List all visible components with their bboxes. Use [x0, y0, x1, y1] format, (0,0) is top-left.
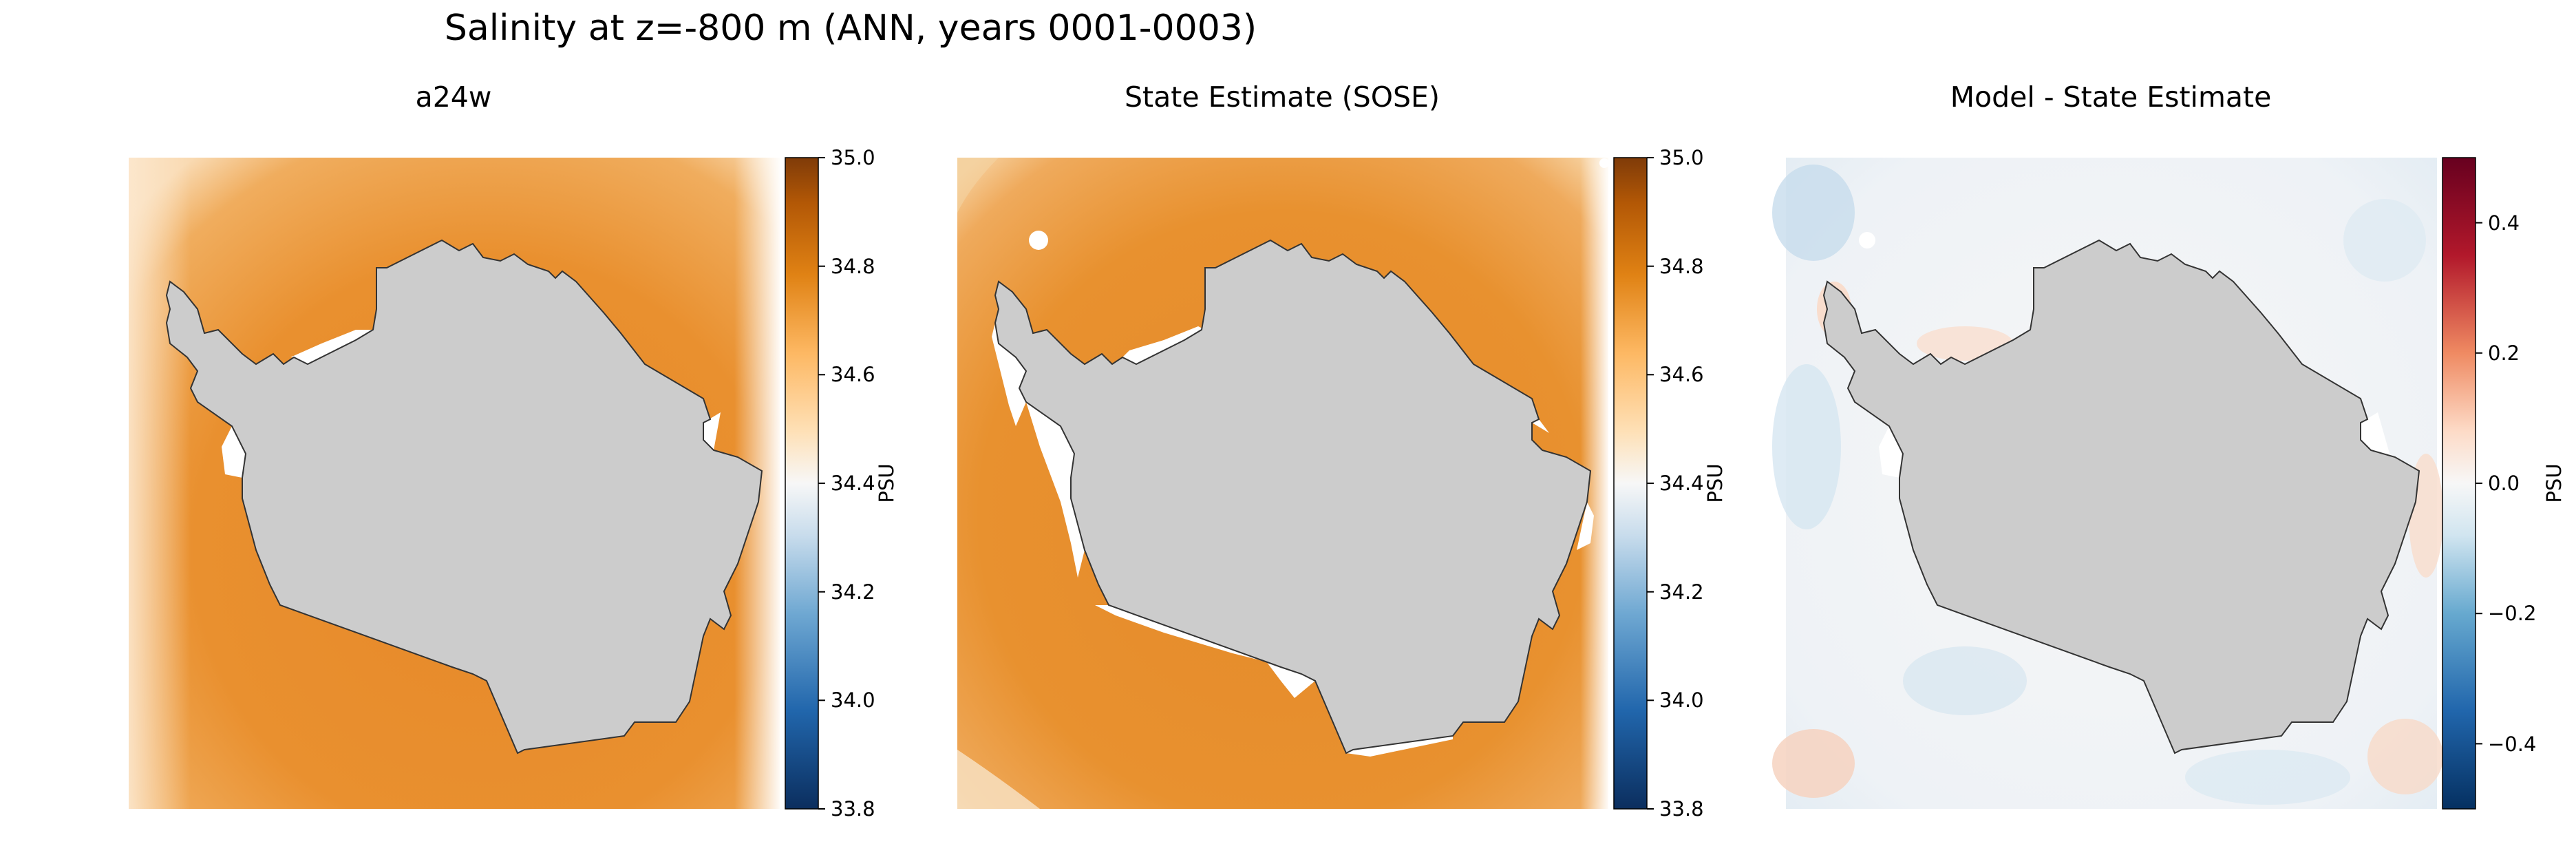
positive-anomaly-patch — [1772, 729, 1855, 798]
colorbar-tick-label: 33.8 — [831, 797, 875, 821]
colorbar-tick-label: 33.8 — [1659, 797, 1704, 821]
colorbar-tick-label: 35.0 — [831, 146, 875, 169]
colorbar-ticks: 35.0 34.8 34.6 34.4 34.2 34.0 33.8 — [818, 146, 875, 821]
panel-state-estimate: State Estimate (SOSE) — [957, 81, 1727, 821]
colorbar-tick-label: 34.2 — [1659, 580, 1704, 604]
missing-data-patch — [1879, 426, 1903, 478]
colorbar: 0.4 0.2 0.0 −0.2 −0.4 PSU — [2442, 157, 2566, 810]
colorbar-tick-label: 34.4 — [1659, 472, 1704, 495]
ocean-fresh-corner — [957, 750, 1040, 809]
negative-anomaly-patch — [1772, 165, 1855, 261]
colorbar-tick-label: −0.4 — [2488, 732, 2536, 756]
colorbar-ticks: 0.4 0.2 0.0 −0.2 −0.4 — [2476, 211, 2536, 756]
colorbar-ticks: 35.0 34.8 34.6 34.4 34.2 34.0 33.8 — [1647, 146, 1704, 821]
colorbar-tick-label: 34.6 — [1659, 363, 1704, 386]
panel-title: State Estimate (SOSE) — [1125, 81, 1440, 114]
colorbar-tick-label: −0.2 — [2488, 602, 2536, 625]
colorbar-tick-label: 34.4 — [831, 472, 875, 495]
colorbar-tick-label: 0.0 — [2488, 472, 2520, 495]
panel-title: Model - State Estimate — [1950, 81, 2272, 114]
negative-anomaly-patch — [1772, 364, 1841, 529]
map-area — [129, 158, 780, 809]
colorbar-tick-label: 0.2 — [2488, 341, 2520, 365]
colorbar: 35.0 34.8 34.6 34.4 34.2 34.0 33.8 PSU — [785, 146, 898, 821]
colorbar-label: PSU — [2542, 463, 2566, 503]
negative-anomaly-patch — [2185, 750, 2350, 805]
missing-data-patch — [703, 412, 721, 450]
colorbar-tick-label: 34.8 — [1659, 255, 1704, 278]
missing-data-patch — [1095, 605, 1281, 667]
colorbar-gradient — [2442, 157, 2476, 810]
panel-a24w: a24w 35.0 34.8 34.6 — [129, 81, 898, 821]
missing-data-patch — [1116, 326, 1205, 364]
colorbar-tick-label: 0.4 — [2488, 211, 2520, 235]
ocean-edge-left — [129, 158, 191, 809]
colorbar: 35.0 34.8 34.6 34.4 34.2 34.0 33.8 PSU — [1613, 146, 1727, 821]
map-area — [1772, 158, 2443, 809]
colorbar-tick-label: 34.0 — [1659, 688, 1704, 712]
missing-data-patch — [1599, 158, 1609, 168]
colorbar-gradient — [785, 157, 819, 810]
ocean-fresh-corner — [957, 158, 999, 213]
colorbar-label: PSU — [1703, 463, 1727, 503]
missing-data-patch — [290, 330, 373, 364]
negative-anomaly-patch — [2343, 199, 2426, 282]
colorbar-tick-label: 34.6 — [831, 363, 875, 386]
colorbar-label: PSU — [875, 463, 898, 503]
figure-title: Salinity at z=-800 m (ANN, years 0001-00… — [445, 8, 1257, 49]
panel-title: a24w — [416, 81, 492, 114]
missing-data-patch — [1859, 232, 1875, 249]
colorbar-tick-label: 35.0 — [1659, 146, 1704, 169]
missing-data-patch — [2361, 412, 2392, 461]
panel-difference: Model - State Estimate — [1772, 81, 2566, 810]
colorbar-tick-label: 34.8 — [831, 255, 875, 278]
missing-data-patch — [1346, 736, 1453, 757]
colorbar-tick-label: 34.2 — [831, 580, 875, 604]
negative-anomaly-patch — [1903, 646, 2027, 715]
map-area — [957, 158, 1609, 809]
colorbar-gradient — [1613, 157, 1648, 810]
missing-data-patch — [222, 426, 246, 478]
colorbar-tick-label: 34.0 — [831, 688, 875, 712]
positive-anomaly-patch — [2367, 719, 2443, 794]
missing-data-patch — [992, 323, 1026, 426]
missing-data-patch — [1029, 231, 1048, 250]
missing-data-patch — [1577, 502, 1594, 550]
